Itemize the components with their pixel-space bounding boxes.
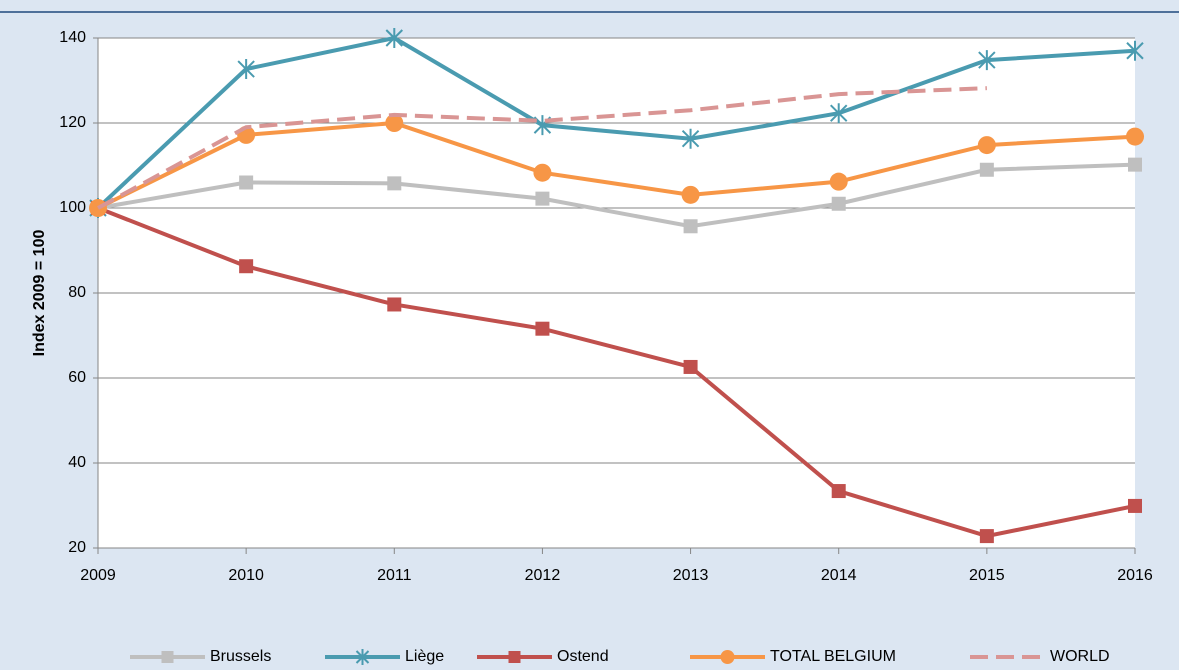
marker bbox=[239, 259, 254, 274]
marker bbox=[683, 219, 698, 234]
marker bbox=[681, 128, 700, 149]
y-tick-label: 20 bbox=[68, 539, 86, 556]
y-tick-label: 120 bbox=[59, 114, 86, 131]
x-tick-label: 2014 bbox=[821, 567, 857, 584]
marker bbox=[978, 50, 996, 71]
legend-label: WORLD bbox=[1050, 648, 1110, 665]
marker bbox=[385, 114, 404, 132]
marker bbox=[387, 297, 402, 312]
marker bbox=[239, 175, 254, 190]
marker bbox=[831, 196, 846, 211]
marker bbox=[977, 136, 996, 155]
x-tick-label: 2011 bbox=[377, 567, 412, 584]
marker bbox=[829, 172, 848, 191]
x-tick-label: 2012 bbox=[525, 567, 561, 584]
legend-label: Brussels bbox=[210, 648, 271, 665]
marker bbox=[830, 103, 848, 124]
y-tick-label: 40 bbox=[68, 454, 86, 471]
marker bbox=[237, 59, 255, 80]
marker bbox=[535, 191, 550, 206]
x-tick-label: 2015 bbox=[969, 567, 1005, 584]
legend-label: TOTAL BELGIUM bbox=[770, 648, 896, 665]
series-line bbox=[97, 162, 1136, 229]
marker bbox=[1128, 157, 1142, 172]
marker bbox=[831, 484, 846, 499]
marker bbox=[681, 185, 700, 204]
x-tick-label: 2016 bbox=[1117, 567, 1153, 584]
marker bbox=[535, 321, 550, 336]
series-line bbox=[97, 120, 1136, 210]
marker bbox=[1126, 40, 1144, 61]
series-line bbox=[96, 35, 1136, 210]
legend-marker bbox=[720, 650, 735, 664]
marker bbox=[1128, 498, 1142, 513]
y-tick-label: 140 bbox=[59, 29, 86, 46]
marker bbox=[385, 28, 403, 48]
marker bbox=[1126, 127, 1144, 146]
x-tick-label: 2013 bbox=[673, 567, 709, 584]
series-line bbox=[97, 206, 1136, 539]
x-tick-label: 2009 bbox=[80, 567, 116, 584]
y-tick-label: 100 bbox=[59, 199, 86, 216]
marker bbox=[979, 529, 994, 544]
marker bbox=[387, 176, 402, 191]
y-tick-label: 60 bbox=[68, 369, 86, 386]
legend-marker bbox=[161, 651, 174, 663]
marker bbox=[979, 162, 994, 177]
y-tick-label: 80 bbox=[68, 284, 86, 301]
legend-marker bbox=[508, 651, 521, 663]
legend-label: Liège bbox=[405, 648, 444, 665]
marker bbox=[533, 163, 552, 182]
legend-marker bbox=[355, 649, 370, 665]
marker bbox=[683, 359, 698, 374]
series-line bbox=[97, 86, 987, 210]
x-tick-label: 2010 bbox=[228, 567, 264, 584]
y-axis-label: Index 2009 = 100 bbox=[31, 230, 48, 357]
legend-label: Ostend bbox=[557, 648, 609, 665]
